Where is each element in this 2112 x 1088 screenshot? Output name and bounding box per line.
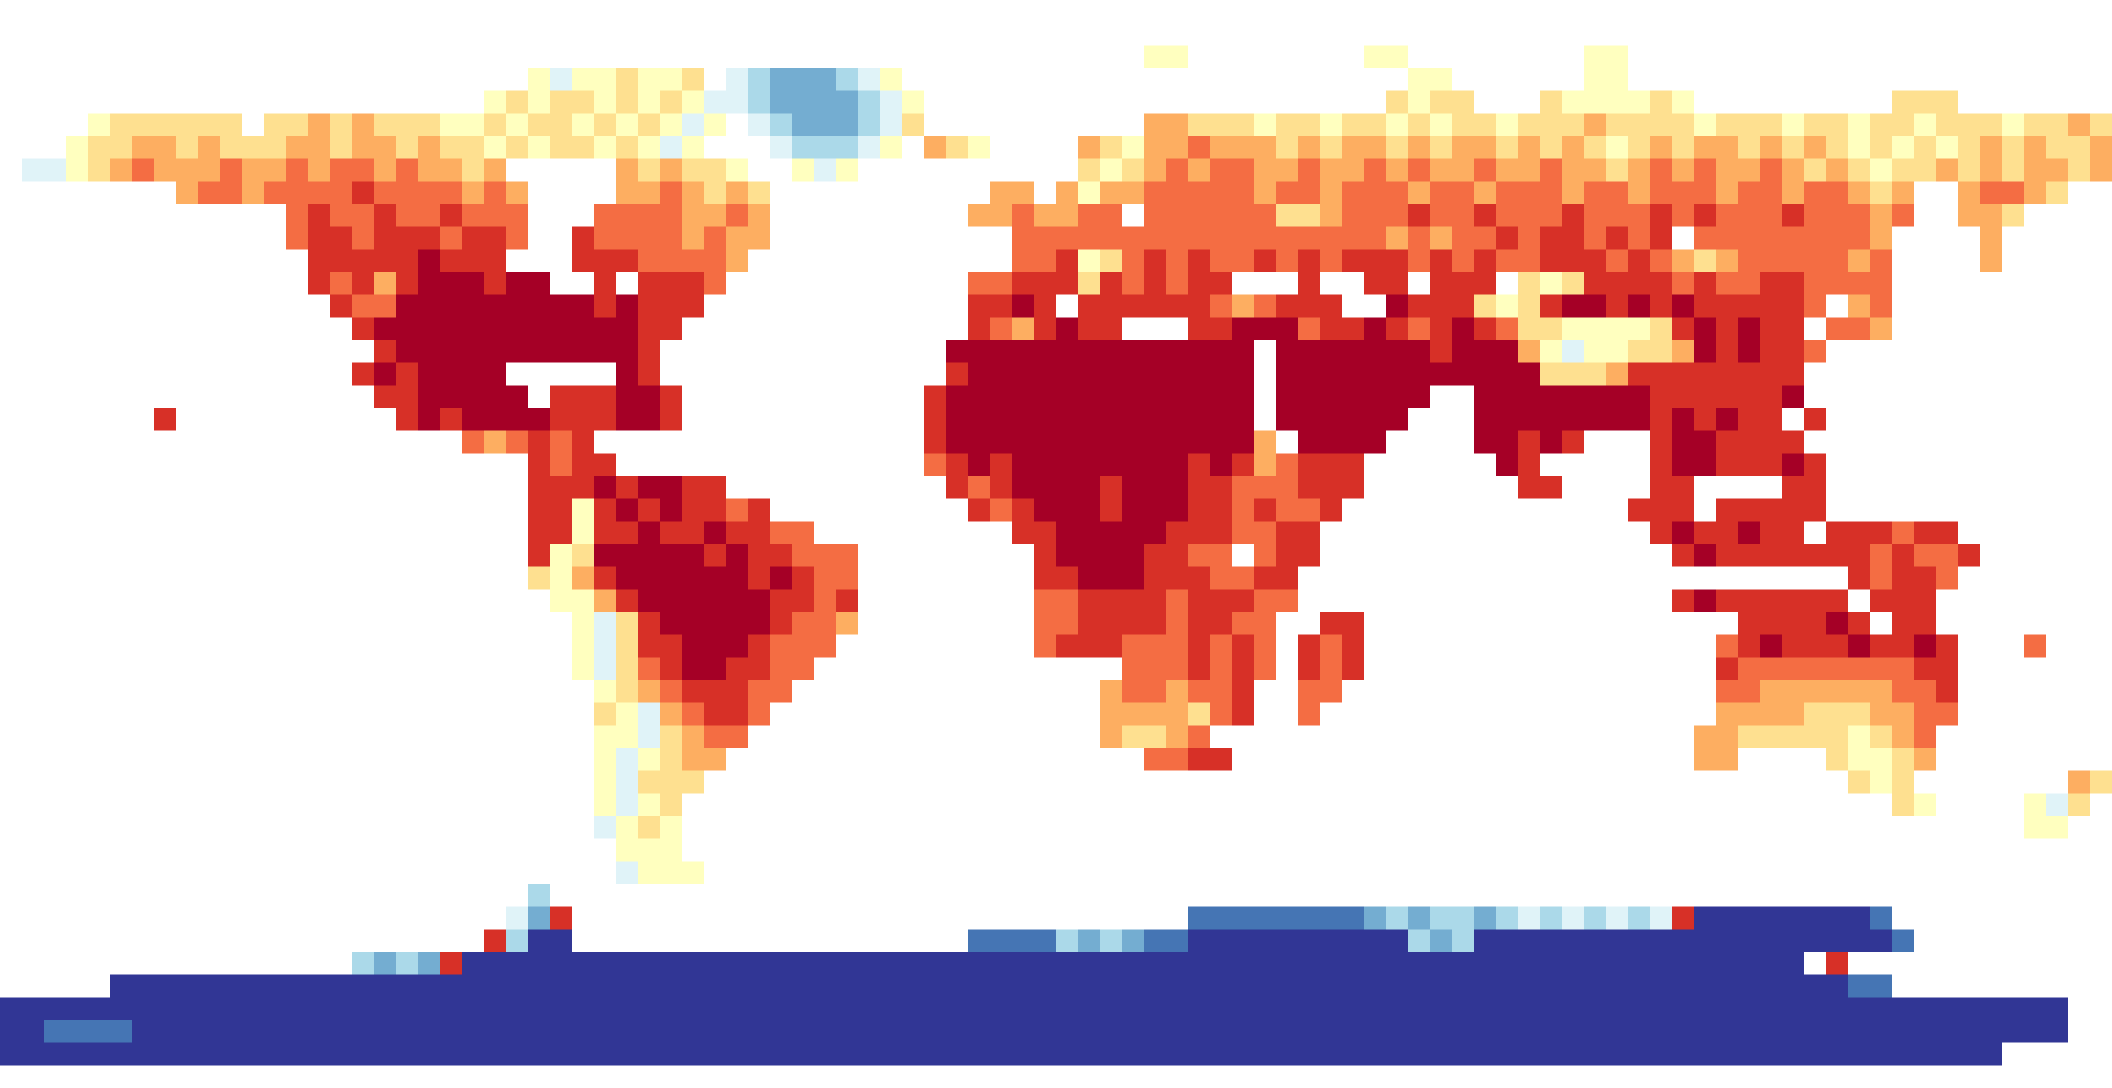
world-climate-map-canvas xyxy=(0,0,2112,1088)
world-map-stage xyxy=(0,0,2112,1088)
